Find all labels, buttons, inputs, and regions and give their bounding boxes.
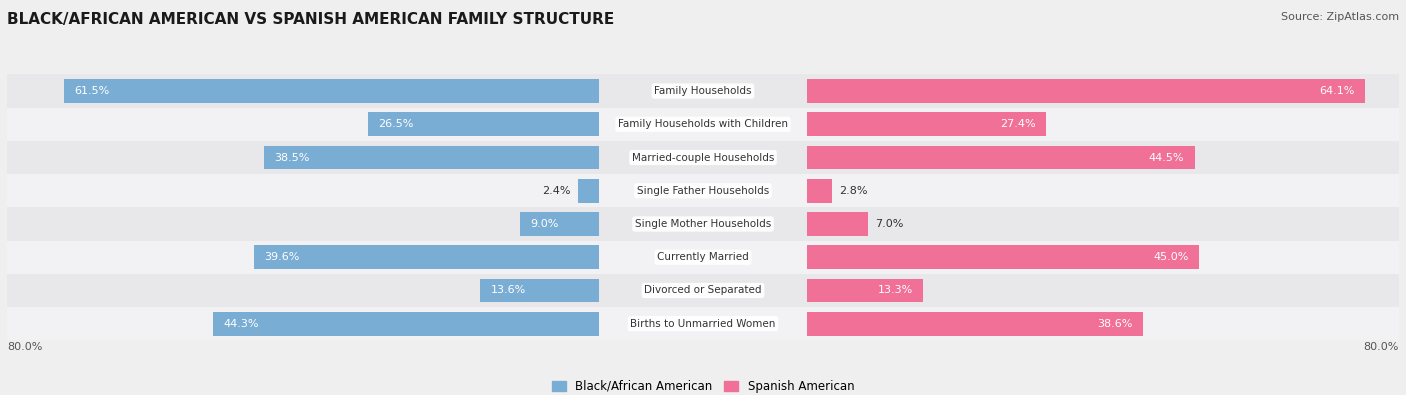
Text: Divorced or Separated: Divorced or Separated xyxy=(644,286,762,295)
Text: 80.0%: 80.0% xyxy=(7,342,42,352)
Text: 38.6%: 38.6% xyxy=(1098,319,1133,329)
Text: Source: ZipAtlas.com: Source: ZipAtlas.com xyxy=(1281,12,1399,22)
Bar xyxy=(807,245,1199,269)
Bar xyxy=(7,307,1399,340)
Bar xyxy=(63,79,599,103)
Text: Family Households with Children: Family Households with Children xyxy=(619,119,787,129)
Bar xyxy=(481,278,599,303)
Bar xyxy=(264,145,599,169)
Text: Single Father Households: Single Father Households xyxy=(637,186,769,196)
Bar xyxy=(578,179,599,203)
Text: 2.4%: 2.4% xyxy=(543,186,571,196)
Text: 26.5%: 26.5% xyxy=(378,119,413,129)
Bar xyxy=(368,112,599,136)
Text: Currently Married: Currently Married xyxy=(657,252,749,262)
Text: Family Households: Family Households xyxy=(654,86,752,96)
Legend: Black/African American, Spanish American: Black/African American, Spanish American xyxy=(547,375,859,395)
Text: 44.3%: 44.3% xyxy=(224,319,259,329)
Text: BLACK/AFRICAN AMERICAN VS SPANISH AMERICAN FAMILY STRUCTURE: BLACK/AFRICAN AMERICAN VS SPANISH AMERIC… xyxy=(7,12,614,27)
Text: Single Mother Households: Single Mother Households xyxy=(636,219,770,229)
Bar xyxy=(214,312,599,336)
Bar xyxy=(7,174,1399,207)
Bar xyxy=(807,278,924,303)
Bar xyxy=(7,108,1399,141)
Bar xyxy=(807,145,1195,169)
Bar xyxy=(807,212,869,236)
Text: 38.5%: 38.5% xyxy=(274,152,309,162)
Text: 13.3%: 13.3% xyxy=(877,286,912,295)
Bar xyxy=(7,74,1399,108)
Text: 13.6%: 13.6% xyxy=(491,286,526,295)
Bar xyxy=(807,112,1046,136)
Text: 44.5%: 44.5% xyxy=(1149,152,1184,162)
Bar xyxy=(807,79,1365,103)
Text: Births to Unmarried Women: Births to Unmarried Women xyxy=(630,319,776,329)
Text: 7.0%: 7.0% xyxy=(876,219,904,229)
Bar xyxy=(520,212,599,236)
Text: 27.4%: 27.4% xyxy=(1000,119,1035,129)
Text: 61.5%: 61.5% xyxy=(75,86,110,96)
Bar xyxy=(807,179,832,203)
Text: 45.0%: 45.0% xyxy=(1153,252,1188,262)
Text: 80.0%: 80.0% xyxy=(1364,342,1399,352)
Bar xyxy=(7,241,1399,274)
Bar xyxy=(7,141,1399,174)
Text: 39.6%: 39.6% xyxy=(264,252,299,262)
Bar xyxy=(254,245,599,269)
Bar xyxy=(807,312,1143,336)
Text: 2.8%: 2.8% xyxy=(839,186,868,196)
Bar xyxy=(7,207,1399,241)
Text: Married-couple Households: Married-couple Households xyxy=(631,152,775,162)
Bar xyxy=(7,274,1399,307)
Text: 9.0%: 9.0% xyxy=(530,219,560,229)
Text: 64.1%: 64.1% xyxy=(1319,86,1354,96)
